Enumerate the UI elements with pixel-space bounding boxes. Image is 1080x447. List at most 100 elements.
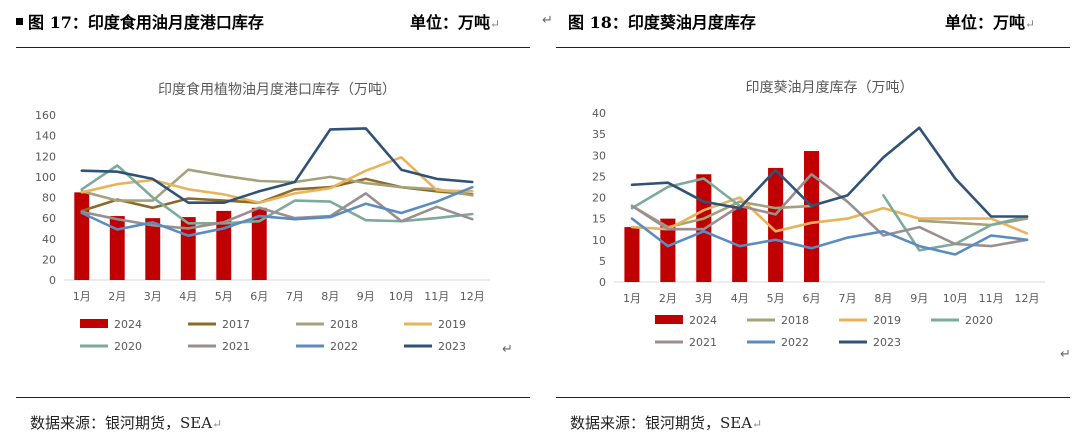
y-tick-label: 40 (592, 107, 606, 120)
left-figure-title: 图 17：印度食用油月度港口库存 (16, 9, 264, 33)
x-tick-label: 7月 (286, 290, 304, 303)
x-tick-label: 8月 (874, 292, 892, 305)
x-tick-label: 10月 (943, 292, 968, 305)
series-line-2021 (630, 173, 1029, 248)
return-mark-icon: ↵ (490, 17, 501, 31)
x-tick-label: 5月 (767, 292, 785, 305)
series-line-2020 (80, 164, 474, 225)
series-line-2019 (630, 196, 1029, 235)
chart-title: 印度食用植物油月度港口库存（万吨） (158, 81, 396, 98)
right-figure-title-text: 图 18：印度葵油月度库存 (568, 13, 756, 32)
y-tick-label: 25 (592, 170, 606, 183)
legend-label-2023: 2023 (438, 340, 466, 353)
y-tick-label: 15 (592, 213, 606, 226)
bar-2024 (180, 217, 196, 280)
bar-2024 (660, 218, 676, 282)
series-line-2022 (80, 185, 474, 237)
y-tick-label: 160 (35, 109, 56, 122)
legend-label-2018: 2018 (330, 318, 358, 331)
series-line-2022 (630, 217, 1029, 256)
right-source-text: 数据来源：银河期货，SEA (570, 414, 753, 432)
legend-swatch-2024 (655, 315, 683, 324)
x-tick-label: 5月 (215, 290, 233, 303)
x-tick-label: 8月 (321, 290, 339, 303)
left-figure-title-text: 图 17：印度食用油月度港口库存 (28, 13, 264, 32)
legend-label-2022: 2022 (330, 340, 358, 353)
bar-2024 (251, 207, 267, 280)
left-header-rule (16, 47, 530, 48)
legend-label-2019: 2019 (873, 314, 901, 327)
x-tick-label: 4月 (179, 290, 197, 303)
y-tick-label: 40 (42, 233, 56, 246)
right-figure-panel: ↵ 图 18：印度葵油月度库存 单位：万吨↵ 印度葵油月度库存（万吨） 0 5 10 1… (540, 0, 1080, 447)
x-tick-label: 9月 (910, 292, 928, 305)
x-tick-label: 6月 (803, 292, 821, 305)
bullet-icon (16, 18, 23, 25)
series-line-2023 (80, 127, 474, 204)
y-tick-label: 100 (35, 171, 56, 184)
x-tick-label: 2月 (108, 290, 126, 303)
y-tick-label: 20 (42, 253, 56, 266)
return-mark-icon: ↵ (502, 342, 513, 357)
return-mark-icon: ↵ (212, 417, 223, 431)
right-footer-rule (556, 397, 1070, 398)
series-line-2017 (80, 177, 474, 213)
right-unit-text: 单位：万吨 (945, 13, 1026, 32)
legend-label-2020: 2020 (965, 314, 993, 327)
return-mark-icon: ↵ (1060, 347, 1071, 362)
legend-label-2020: 2020 (114, 340, 142, 353)
left-footer-rule (16, 397, 530, 398)
legend-label-2022: 2022 (781, 336, 809, 349)
return-mark-icon: ↵ (1025, 17, 1036, 31)
x-tick-label: 11月 (979, 292, 1004, 305)
legend-label-2019: 2019 (438, 318, 466, 331)
x-tick-label: 7月 (838, 292, 856, 305)
return-mark-icon: ↵ (542, 13, 553, 28)
right-unit-label: 单位：万吨↵ (945, 9, 1035, 33)
legend-label-2023: 2023 (873, 336, 901, 349)
x-tick-label: 4月 (731, 292, 749, 305)
legend-label-2021: 2021 (689, 336, 717, 349)
x-tick-label: 1月 (623, 292, 641, 305)
y-tick-label: 5 (599, 255, 606, 268)
x-tick-label: 12月 (460, 290, 485, 303)
bar-2024 (732, 205, 748, 282)
left-source-note: 数据来源：银河期货，SEA↵ (30, 412, 222, 433)
right-chart: 印度葵油月度库存（万吨） 0 5 10 15 20 25 30 35 40 1月 2月 3月 4月 5月 6月… (592, 80, 1045, 349)
return-mark-icon: ↵ (752, 417, 763, 431)
y-tick-label: 30 (592, 149, 606, 162)
bar-2024 (624, 227, 640, 282)
x-tick-label: 6月 (250, 290, 268, 303)
series-line-2018 (630, 200, 1029, 229)
bar-2024 (74, 192, 90, 280)
series-line-2019 (80, 156, 474, 204)
left-figure-panel: 图 17：印度食用油月度港口库存 单位：万吨↵ 印度食用植物油月度港口库存（万吨… (16, 9, 530, 433)
x-tick-label: 9月 (357, 290, 375, 303)
bar-2024 (803, 151, 820, 282)
x-tick-label: 11月 (424, 290, 449, 303)
left-chart: 印度食用植物油月度港口库存（万吨） 0 20 40 60 80 100 120 140 160 1月… (35, 81, 490, 353)
y-tick-label: 140 (35, 130, 56, 143)
bar-2024 (109, 216, 125, 280)
y-tick-label: 120 (35, 150, 56, 163)
legend-label-2021: 2021 (222, 340, 250, 353)
y-tick-label: 20 (592, 192, 606, 205)
bar-2024 (145, 218, 161, 280)
y-tick-label: 10 (592, 234, 606, 247)
x-tick-label: 3月 (144, 290, 162, 303)
legend-label-2017: 2017 (222, 318, 250, 331)
right-source-note: 数据来源：银河期货，SEA↵ (570, 412, 762, 433)
right-figure-title: 图 18：印度葵油月度库存 (568, 9, 756, 33)
y-tick-label: 35 (592, 128, 606, 141)
left-unit-text: 单位：万吨 (410, 13, 491, 32)
x-tick-label: 2月 (659, 292, 677, 305)
x-tick-label: 12月 (1015, 292, 1040, 305)
y-tick-label: 0 (599, 276, 606, 289)
series-line-2018 (80, 168, 474, 202)
x-tick-label: 3月 (695, 292, 713, 305)
x-tick-label: 1月 (73, 290, 91, 303)
y-tick-label: 80 (42, 192, 56, 205)
left-unit-label: 单位：万吨↵ (410, 9, 500, 33)
legend-label-2018: 2018 (781, 314, 809, 327)
legend-label-2024: 2024 (689, 314, 717, 327)
